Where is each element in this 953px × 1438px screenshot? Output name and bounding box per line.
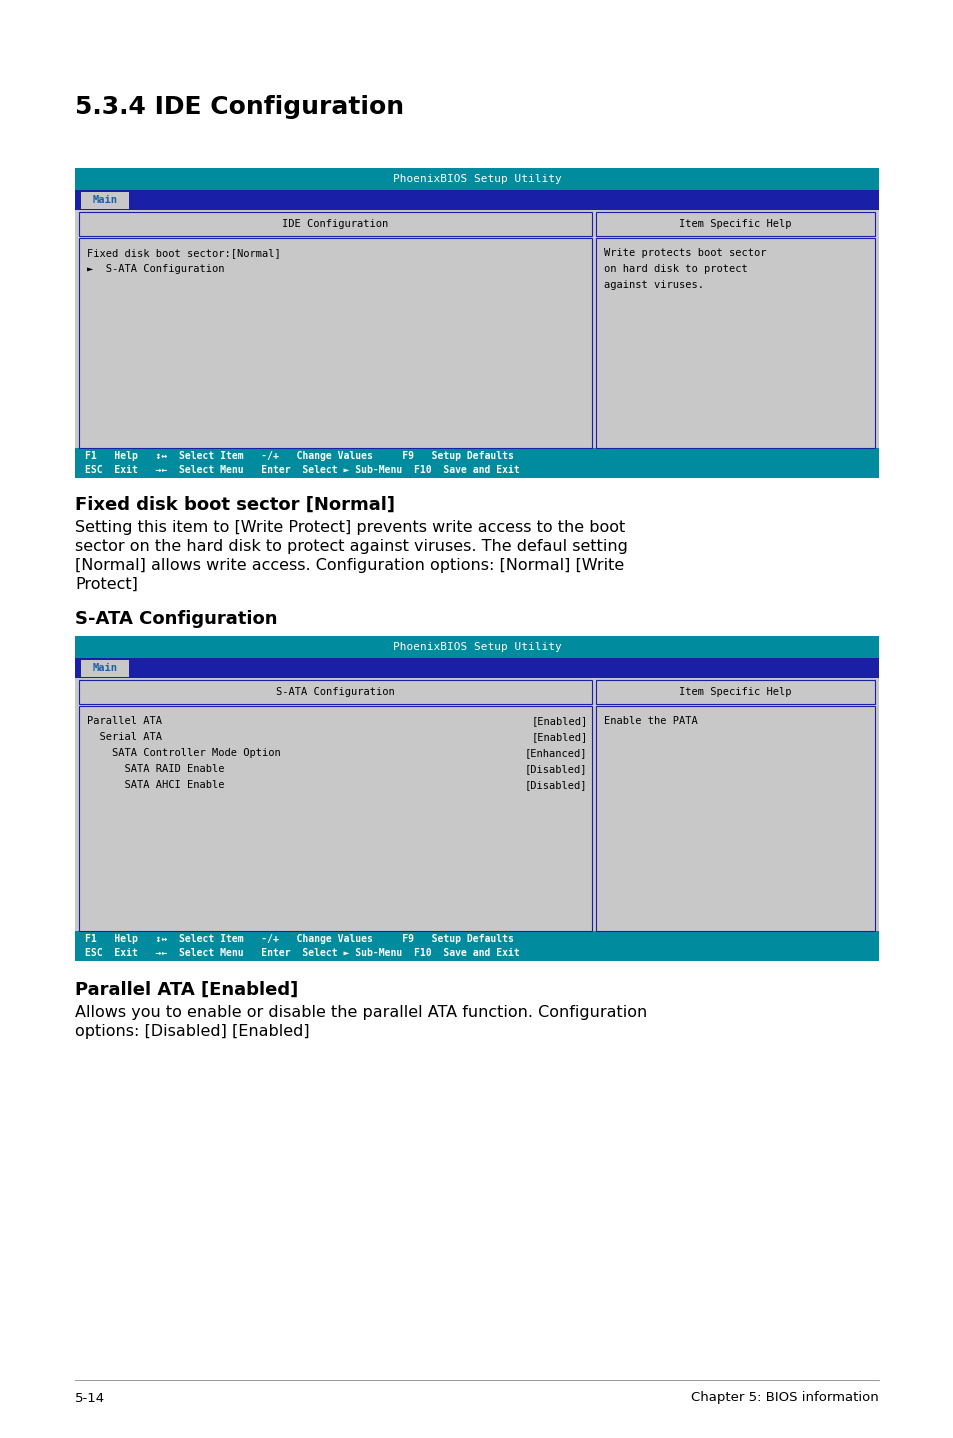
Text: Parallel ATA [Enabled]: Parallel ATA [Enabled] (75, 981, 298, 999)
Text: [Normal] allows write access. Configuration options: [Normal] [Write: [Normal] allows write access. Configurat… (75, 558, 623, 572)
Text: Fixed disk boot sector:[Normal]: Fixed disk boot sector:[Normal] (87, 247, 280, 257)
Text: Main: Main (92, 663, 117, 673)
Text: Fixed disk boot sector [Normal]: Fixed disk boot sector [Normal] (75, 496, 395, 513)
Text: Allows you to enable or disable the parallel ATA function. Configuration: Allows you to enable or disable the para… (75, 1005, 646, 1020)
Text: Serial ATA: Serial ATA (87, 732, 162, 742)
Bar (75, 659, 878, 677)
Text: options: [Disabled] [Enabled]: options: [Disabled] [Enabled] (75, 1024, 310, 1040)
Text: [Disabled]: [Disabled] (524, 764, 587, 774)
Text: Item Specific Help: Item Specific Help (679, 219, 791, 229)
Bar (81, 660, 129, 677)
Bar (79, 680, 591, 705)
Text: Main: Main (92, 196, 117, 206)
Text: ESC  Exit   →←  Select Menu   Enter  Select ► Sub-Menu  F10  Save and Exit: ESC Exit →← Select Menu Enter Select ► S… (85, 464, 519, 475)
Text: S-ATA Configuration: S-ATA Configuration (75, 610, 277, 628)
Bar (75, 168, 878, 190)
Text: SATA Controller Mode Option: SATA Controller Mode Option (87, 748, 280, 758)
Text: on hard disk to protect: on hard disk to protect (603, 265, 746, 275)
Text: Parallel ATA: Parallel ATA (87, 716, 162, 726)
Bar (75, 636, 878, 659)
Bar (79, 211, 591, 236)
Text: Setting this item to [Write Protect] prevents write access to the boot: Setting this item to [Write Protect] pre… (75, 521, 624, 535)
Bar (595, 706, 874, 930)
Text: F1   Help   ↕↔  Select Item   -/+   Change Values     F9   Setup Defaults: F1 Help ↕↔ Select Item -/+ Change Values… (85, 452, 514, 462)
Text: PhoenixBIOS Setup Utility: PhoenixBIOS Setup Utility (393, 174, 560, 184)
Text: PhoenixBIOS Setup Utility: PhoenixBIOS Setup Utility (393, 641, 560, 651)
Text: S-ATA Configuration: S-ATA Configuration (275, 687, 395, 697)
Text: SATA RAID Enable: SATA RAID Enable (87, 764, 224, 774)
Text: Chapter 5: BIOS information: Chapter 5: BIOS information (691, 1392, 878, 1405)
Text: F1   Help   ↕↔  Select Item   -/+   Change Values     F9   Setup Defaults: F1 Help ↕↔ Select Item -/+ Change Values… (85, 935, 514, 945)
Text: [Enabled]: [Enabled] (531, 716, 587, 726)
Bar (79, 239, 591, 449)
Bar (595, 239, 874, 449)
Text: IDE Configuration: IDE Configuration (282, 219, 388, 229)
Text: SATA AHCI Enable: SATA AHCI Enable (87, 779, 224, 789)
Bar (595, 211, 874, 236)
Text: Item Specific Help: Item Specific Help (679, 687, 791, 697)
Bar (75, 677, 878, 930)
Bar (75, 930, 878, 961)
Text: ►  S-ATA Configuration: ► S-ATA Configuration (87, 265, 224, 275)
Bar (81, 193, 129, 209)
Text: Enable the PATA: Enable the PATA (603, 716, 697, 726)
Text: against viruses.: against viruses. (603, 280, 703, 290)
Text: [Enabled]: [Enabled] (531, 732, 587, 742)
Text: sector on the hard disk to protect against viruses. The defaul setting: sector on the hard disk to protect again… (75, 539, 627, 554)
Text: 5-14: 5-14 (75, 1392, 105, 1405)
Text: [Disabled]: [Disabled] (524, 779, 587, 789)
Bar (75, 190, 878, 210)
Bar (595, 680, 874, 705)
Text: ESC  Exit   →←  Select Menu   Enter  Select ► Sub-Menu  F10  Save and Exit: ESC Exit →← Select Menu Enter Select ► S… (85, 948, 519, 958)
Bar (75, 210, 878, 449)
Text: 5.3.4 IDE Configuration: 5.3.4 IDE Configuration (75, 95, 404, 119)
Text: [Enhanced]: [Enhanced] (524, 748, 587, 758)
Bar (79, 706, 591, 930)
Bar (75, 449, 878, 477)
Text: Write protects boot sector: Write protects boot sector (603, 247, 765, 257)
Text: Protect]: Protect] (75, 577, 138, 592)
